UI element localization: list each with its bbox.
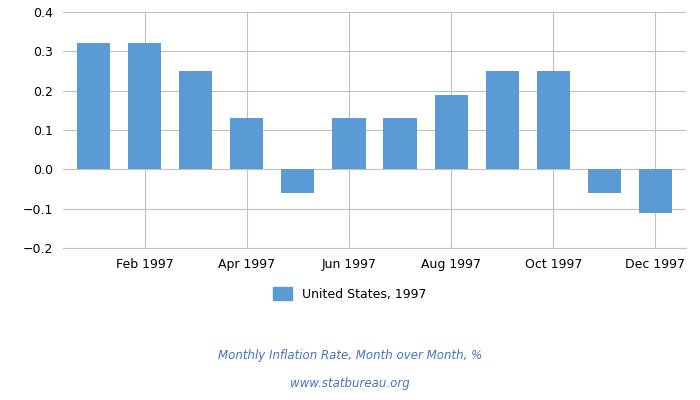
Bar [588, 169, 621, 193]
Bar [128, 44, 161, 169]
Bar [179, 71, 212, 169]
Bar [281, 169, 314, 193]
Bar [230, 118, 263, 169]
Bar [486, 71, 519, 169]
Bar [639, 169, 672, 213]
Bar [435, 95, 468, 169]
Bar [332, 118, 365, 169]
Bar [77, 44, 110, 169]
Legend: United States, 1997: United States, 1997 [268, 282, 432, 306]
Bar [537, 71, 570, 169]
Text: www.statbureau.org: www.statbureau.org [290, 378, 410, 390]
Text: Monthly Inflation Rate, Month over Month, %: Monthly Inflation Rate, Month over Month… [218, 350, 482, 362]
Bar [384, 118, 416, 169]
